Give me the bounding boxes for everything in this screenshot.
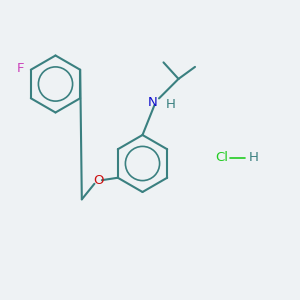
Text: H: H xyxy=(166,98,176,112)
Text: N: N xyxy=(148,96,158,109)
Text: Cl: Cl xyxy=(215,151,229,164)
Text: H: H xyxy=(249,151,258,164)
Text: F: F xyxy=(16,62,24,75)
Text: O: O xyxy=(93,174,104,187)
